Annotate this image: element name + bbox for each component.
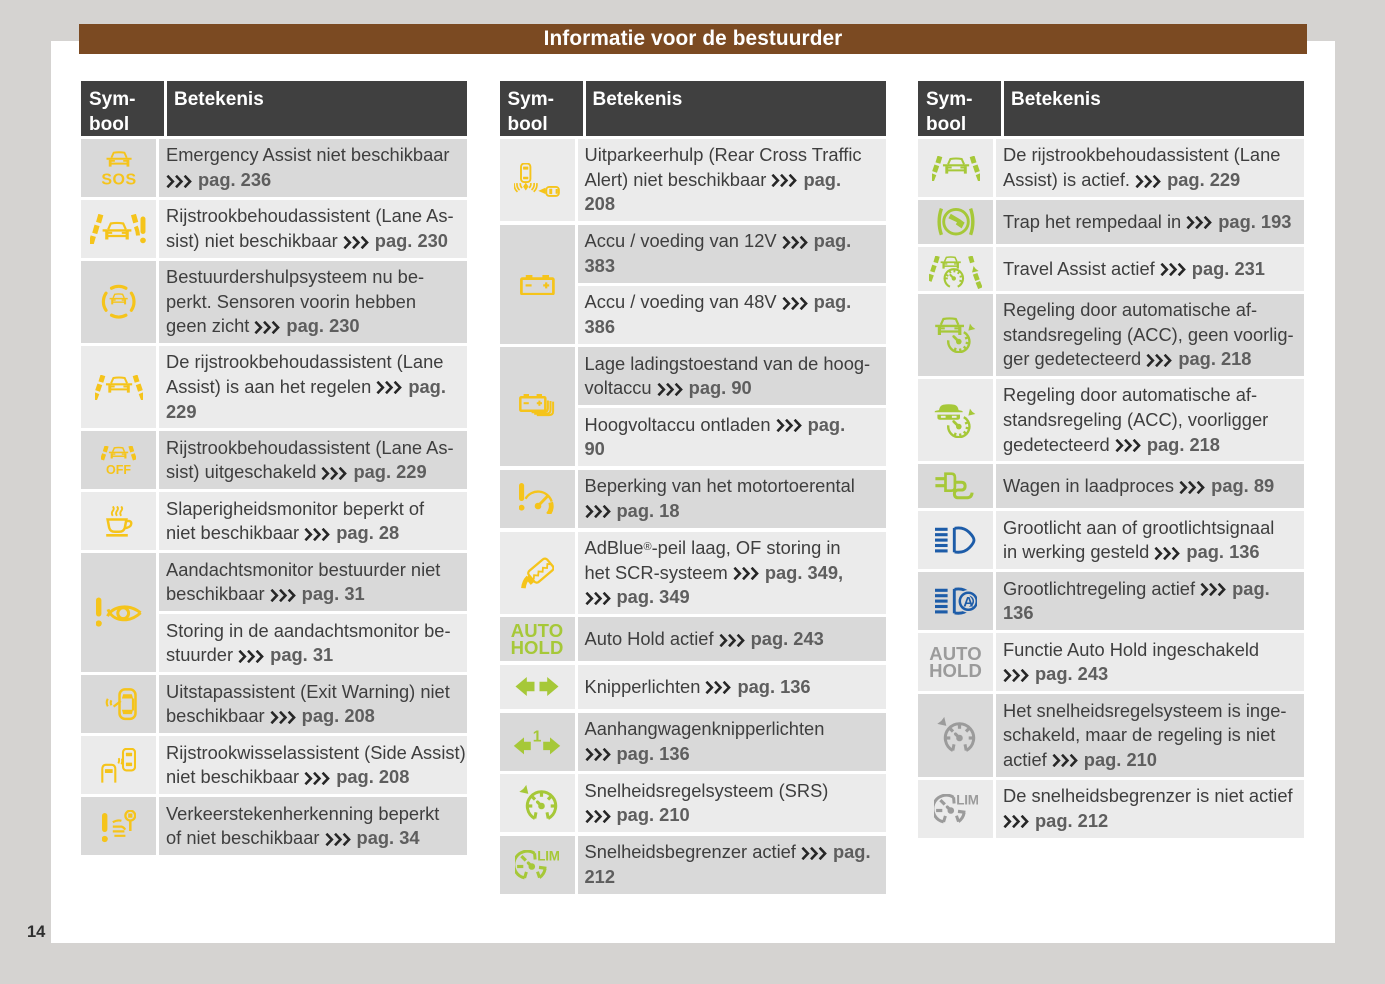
svg-text:LIM: LIM xyxy=(537,850,559,864)
svg-text:SOS: SOS xyxy=(101,171,136,186)
svg-text:A: A xyxy=(963,593,973,609)
svg-text:1: 1 xyxy=(533,729,542,746)
svg-text:OFF: OFF xyxy=(106,463,131,475)
svg-text:LIM: LIM xyxy=(956,794,978,808)
